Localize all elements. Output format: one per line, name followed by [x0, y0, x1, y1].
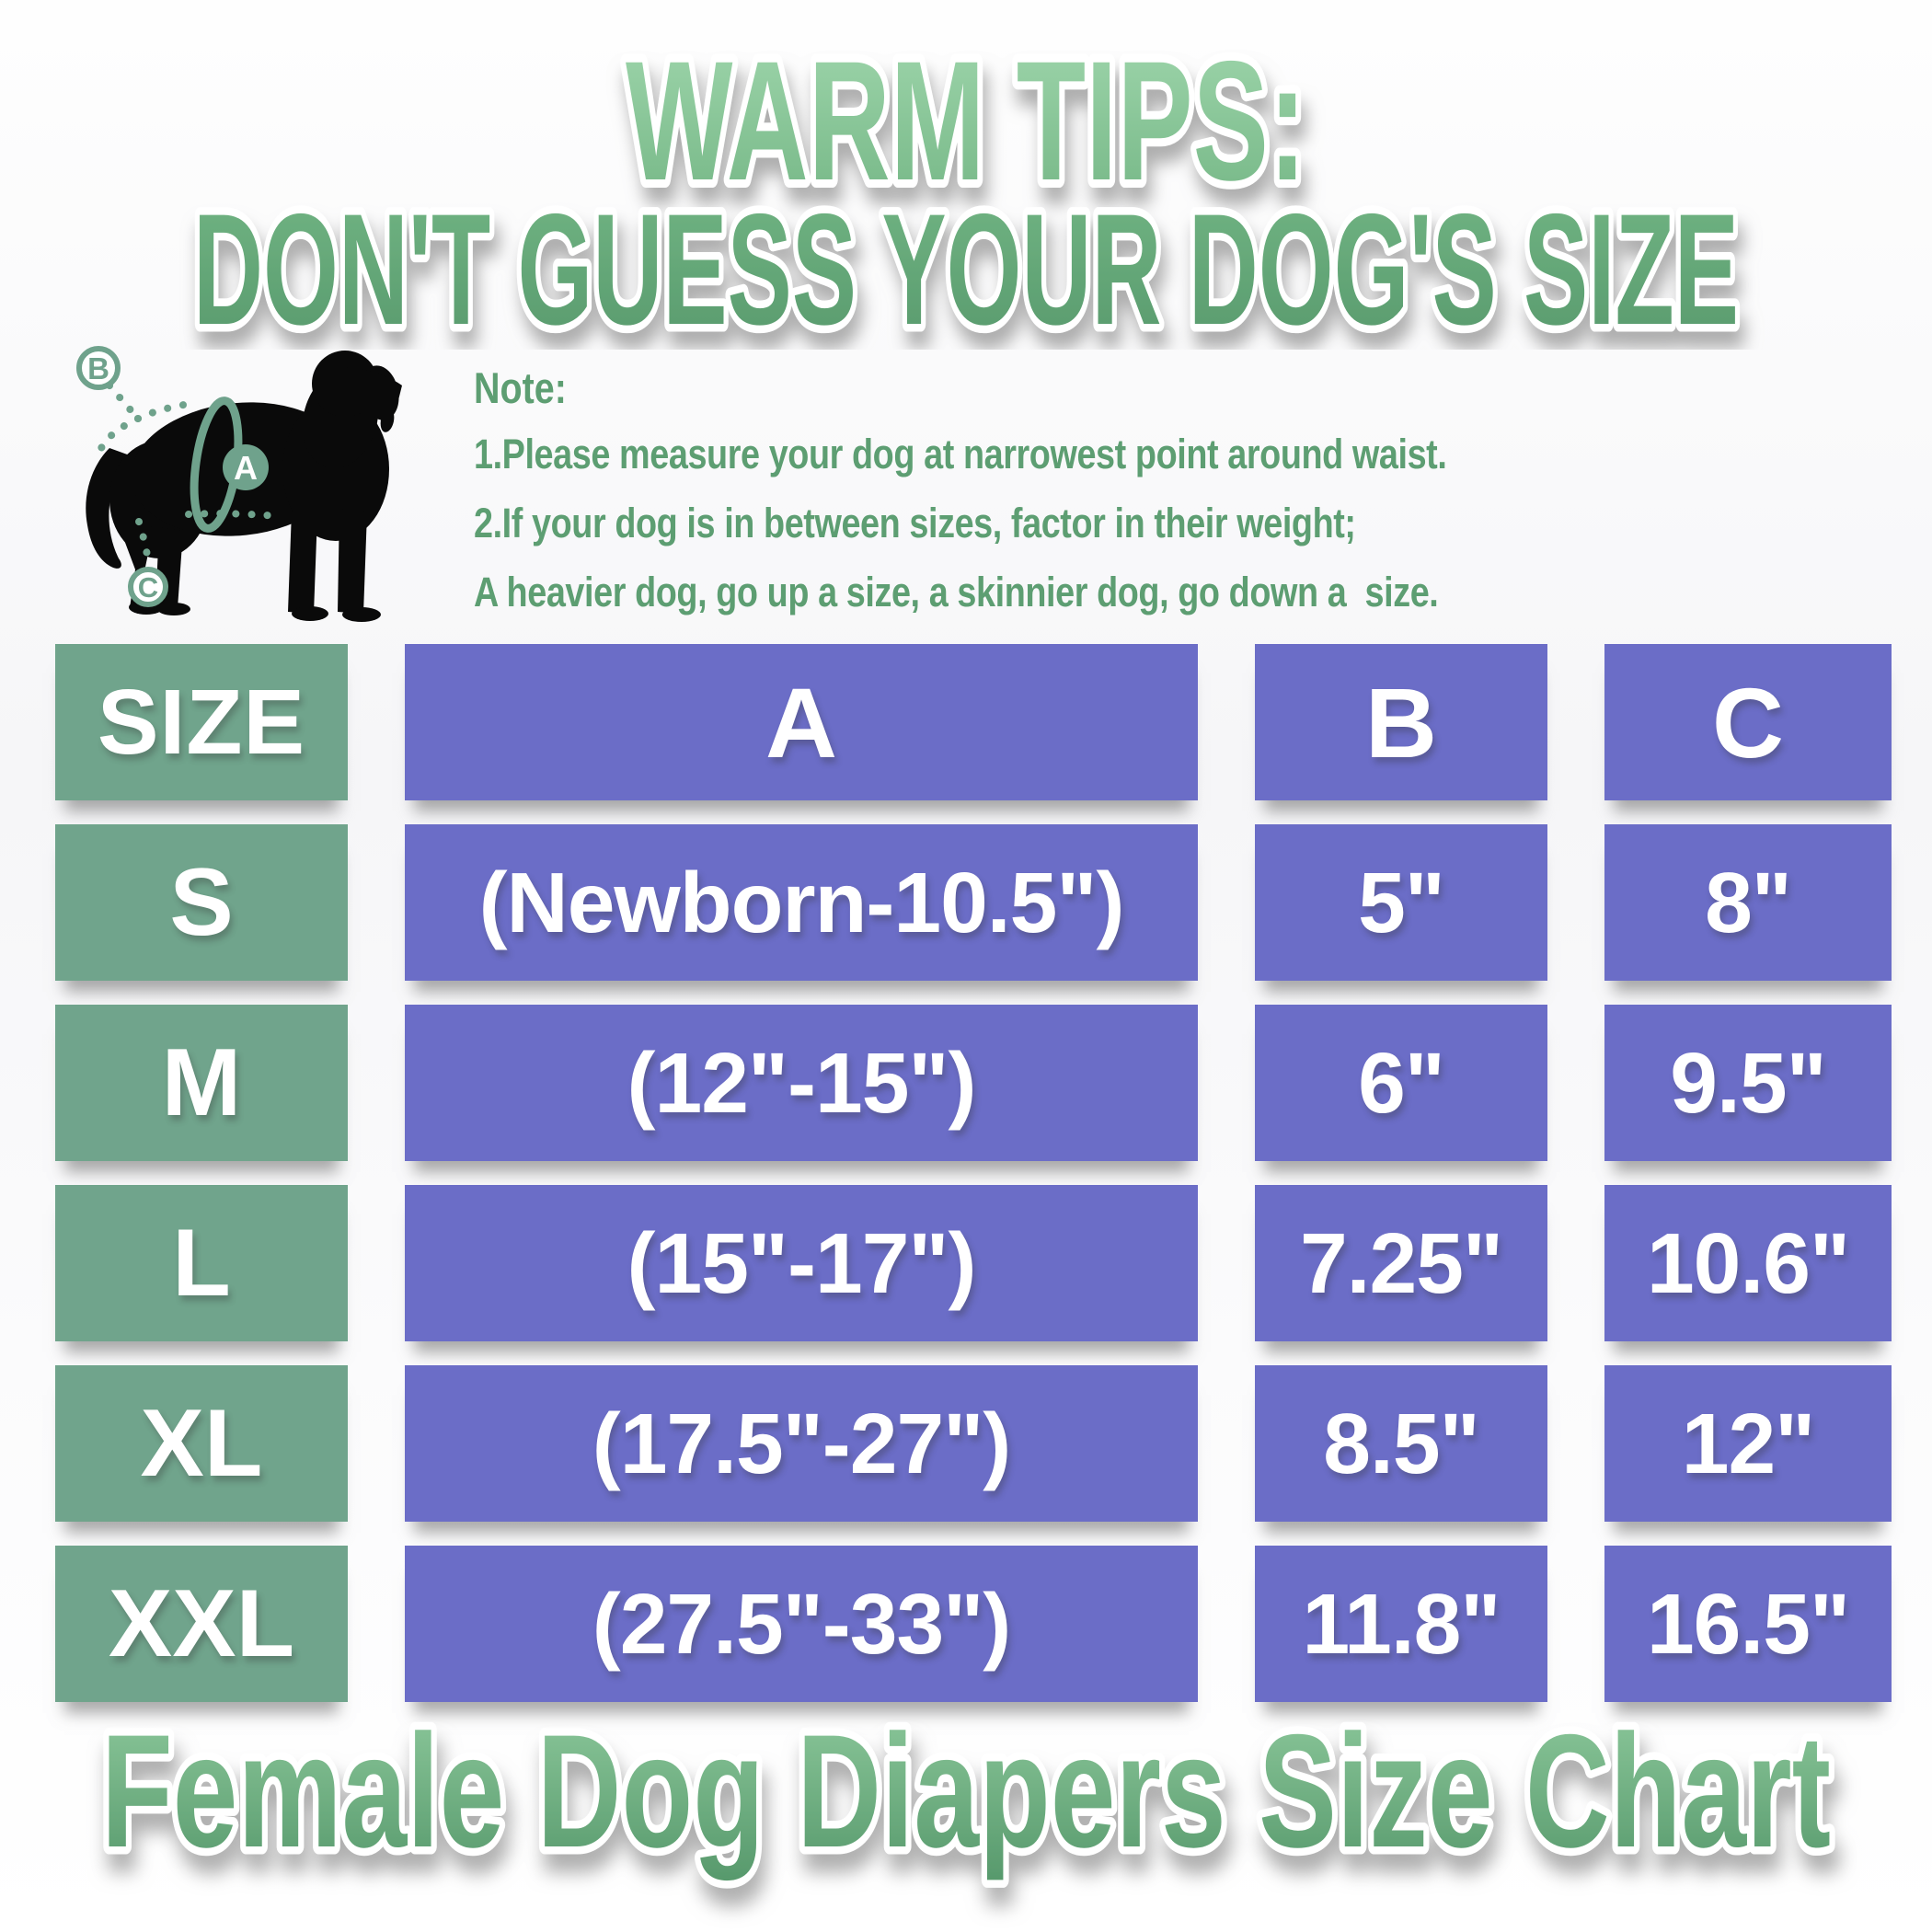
cell-m-b: 6" — [1255, 1005, 1547, 1161]
warm-tips-title: WARM TIPS: — [626, 27, 1306, 216]
cell-size-s: S — [55, 824, 348, 981]
cell-xl-c: 12" — [1604, 1365, 1892, 1522]
headline-banner: WARM TIPS: DON'T GUESS YOUR DOG'S SIZE — [186, 18, 1747, 350]
marker-c-circle — [128, 567, 168, 607]
cell-l-b: 7.25" — [1255, 1185, 1547, 1341]
note-line-2: 2.If your dog is in between sizes, facto… — [474, 500, 1356, 546]
cell-m-c: 9.5" — [1604, 1005, 1892, 1161]
dotted-line-b — [106, 382, 142, 422]
dotted-line-rump — [97, 415, 142, 454]
note-line-3: A heavier dog, go up a size, a skinnier … — [474, 569, 1439, 615]
dog-front-foot-far — [292, 606, 328, 621]
dog-front-foot-near — [342, 607, 381, 622]
col-header-b: B — [1255, 644, 1547, 800]
col-header-c: C — [1604, 644, 1892, 800]
note-block: Note: 1.Please measure your dog at narro… — [474, 357, 1911, 627]
cell-size-m: M — [55, 1005, 348, 1161]
col-header-a: A — [405, 644, 1198, 800]
cell-size-xxl: XXL — [55, 1546, 348, 1702]
cell-xxl-b: 11.8" — [1255, 1546, 1547, 1702]
dog-head — [312, 351, 378, 417]
dog-tongue — [380, 408, 395, 432]
dog-tail — [86, 448, 130, 569]
cell-xxl-c: 16.5" — [1604, 1546, 1892, 1702]
cell-l-c: 10.6" — [1604, 1185, 1892, 1341]
cell-xxl-a: (27.5"-33") — [405, 1546, 1198, 1702]
dog-front-leg-far — [288, 511, 317, 614]
note-title: Note: — [474, 363, 567, 412]
col-header-size: SIZE — [55, 644, 348, 800]
cell-size-l: L — [55, 1185, 348, 1341]
cell-xl-b: 8.5" — [1255, 1365, 1547, 1522]
dog-muzzle — [347, 367, 402, 400]
dotted-line-back — [134, 400, 192, 422]
dog-lower-jaw — [356, 402, 385, 418]
marker-b: B — [76, 346, 121, 390]
cell-s-b: 5" — [1255, 824, 1547, 981]
note-line-1: 1.Please measure your dog at narrowest p… — [474, 431, 1447, 477]
dog-rear-foot-far — [157, 603, 190, 615]
measure-dotted-lines — [97, 382, 284, 571]
cell-xl-a: (17.5"-27") — [405, 1365, 1198, 1522]
cell-l-a: (15"-17") — [405, 1185, 1198, 1341]
marker-b-label: B — [87, 351, 109, 385]
size-table: SIZE A B C S (Newborn-10.5") 5" 8" M (12… — [55, 644, 1892, 1702]
cell-s-c: 8" — [1604, 824, 1892, 981]
marker-b-circle — [76, 346, 121, 390]
marker-c: C — [128, 567, 168, 607]
cell-size-xl: XL — [55, 1365, 348, 1522]
marker-a: A — [223, 444, 269, 490]
footer-banner: Female Dog Diapers Size Chart — [94, 1707, 1839, 1890]
marker-a-label: A — [234, 449, 258, 487]
cell-m-a: (12"-15") — [405, 1005, 1198, 1161]
marker-a-circle — [223, 444, 269, 490]
dotted-line-belly — [185, 510, 284, 520]
dog-front-leg-near — [338, 509, 367, 614]
footer-title: Female Dog Diapers Size Chart — [101, 1707, 1831, 1881]
dog-measurement-diagram: A B C — [76, 346, 402, 622]
marker-c-label: C — [138, 571, 158, 604]
dont-guess-title: DON'T GUESS YOUR DOG'S SIZE — [193, 181, 1739, 350]
cell-s-a: (Newborn-10.5") — [405, 824, 1198, 981]
